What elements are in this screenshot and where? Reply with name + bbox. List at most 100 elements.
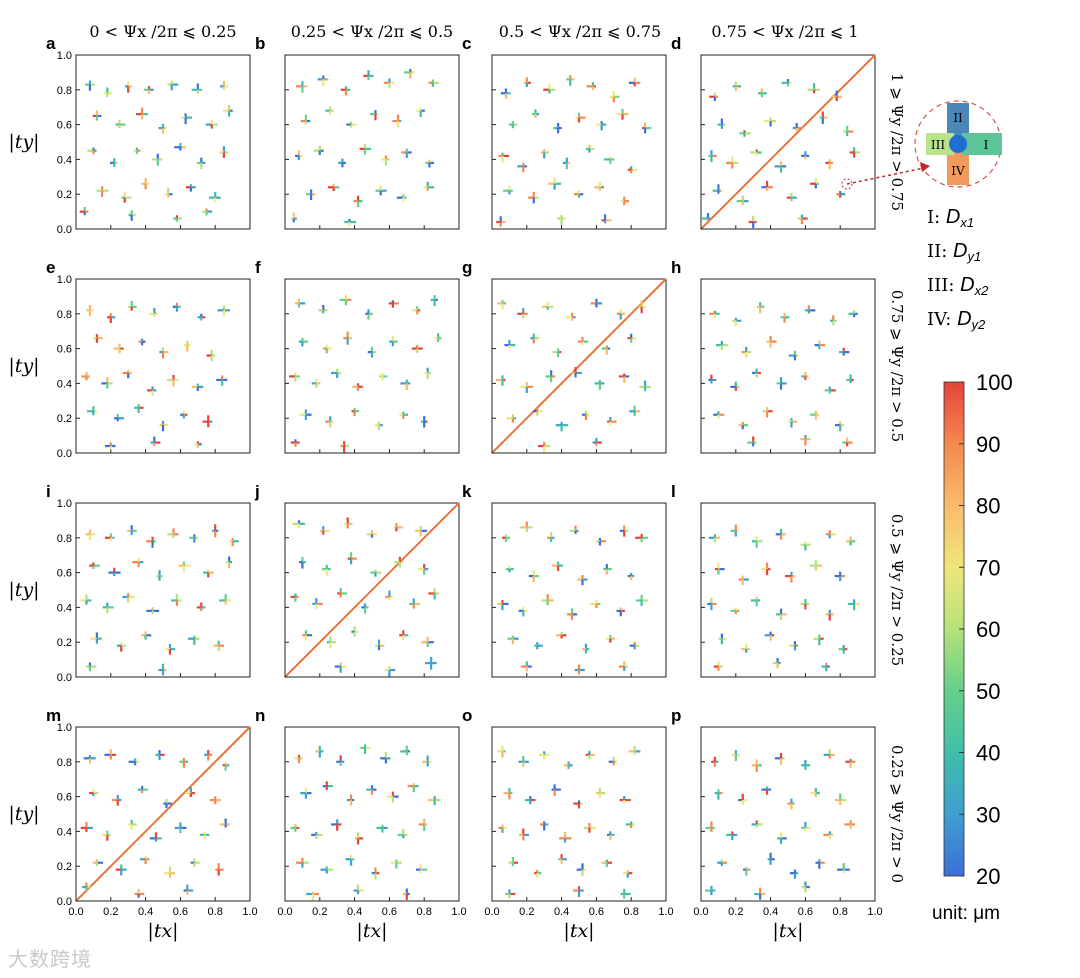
- data-point: [772, 658, 781, 669]
- data-point: [428, 79, 440, 87]
- y-axis-label: |ty|: [8, 131, 39, 153]
- plot-frame: [491, 502, 667, 678]
- data-point: [539, 751, 550, 760]
- data-point: [533, 407, 543, 416]
- data-point: [518, 606, 528, 617]
- data-point: [191, 383, 204, 391]
- data-point: [359, 144, 371, 155]
- data-point: [767, 852, 775, 865]
- data-point: [849, 147, 861, 158]
- data-point: [164, 187, 173, 198]
- data-point: [384, 666, 396, 677]
- data-point: [322, 565, 331, 576]
- data-point: [196, 157, 206, 170]
- data-point: [312, 598, 323, 609]
- panel-letter: d: [671, 34, 681, 53]
- data-point: [775, 528, 786, 540]
- data-point: [743, 866, 751, 876]
- data-point: [134, 888, 145, 898]
- data-point: [616, 108, 629, 120]
- data-point: [800, 435, 811, 446]
- data-point: [113, 343, 124, 354]
- x-tick-label: 0.0: [277, 906, 292, 918]
- data-point: [609, 90, 620, 103]
- data-point: [390, 859, 402, 869]
- data-point: [385, 590, 393, 601]
- data-point: [422, 755, 432, 767]
- panel-b: b: [255, 34, 460, 230]
- data-point: [586, 82, 596, 91]
- data-point: [548, 177, 561, 190]
- data-point: [174, 822, 187, 834]
- data-point: [108, 567, 121, 576]
- data-point: [569, 525, 579, 534]
- panel-n: n 0.0 0.2 0.4 0.6 0.8 1.0 |tx|: [255, 706, 467, 942]
- data-point: [370, 569, 382, 577]
- data-point: [732, 81, 742, 92]
- data-point: [346, 794, 355, 806]
- data-point: [761, 180, 773, 192]
- data-point: [167, 374, 179, 387]
- data-point: [361, 603, 369, 614]
- data-point: [596, 121, 607, 131]
- data-point: [842, 437, 853, 447]
- data-point: [594, 181, 604, 191]
- data-point: [780, 312, 790, 323]
- data-point: [553, 122, 562, 134]
- data-point: [708, 374, 717, 384]
- data-point: [394, 556, 404, 568]
- data-point: [497, 600, 509, 611]
- colorbar-tick-label: 90: [976, 432, 1000, 457]
- plot-frame: [491, 54, 667, 230]
- data-point: [627, 572, 635, 580]
- data-point: [415, 863, 428, 874]
- data-point: [213, 640, 225, 652]
- data-point: [638, 300, 646, 314]
- data-point: [353, 884, 365, 895]
- data-point: [761, 562, 771, 576]
- data-point: [577, 336, 589, 345]
- panel-letter: b: [255, 34, 265, 53]
- data-point: [294, 298, 306, 308]
- panel-o: o 0.0 0.2 0.4 0.6 0.8 1.0 |tx|: [462, 706, 674, 942]
- data-point: [311, 378, 321, 388]
- colorbar: 20 30 40 50 60 70 80 90 100 unit: μm: [932, 370, 1013, 924]
- data-point: [601, 345, 611, 355]
- data-point: [83, 755, 96, 764]
- data-point: [93, 334, 103, 343]
- data-point: [407, 783, 419, 793]
- data-point: [204, 749, 213, 761]
- data-point: [533, 642, 543, 650]
- col-header-3: 0.5 < Ψx /2π ⩽ 0.75: [499, 22, 661, 41]
- data-point: [555, 421, 568, 432]
- data-point: [566, 312, 576, 321]
- data-point: [825, 159, 833, 170]
- arm-IV: [947, 147, 969, 185]
- panel-letter: l: [671, 482, 676, 501]
- data-point: [300, 114, 311, 125]
- data-point: [764, 631, 775, 641]
- data-point: [519, 828, 529, 841]
- y-tick-label: 1.0: [57, 50, 72, 62]
- data-point: [212, 524, 219, 538]
- data-point: [325, 416, 334, 428]
- y-tick-label: 0.0: [57, 448, 72, 460]
- data-point: [289, 372, 300, 382]
- data-point: [343, 331, 353, 345]
- data-point: [738, 793, 748, 805]
- data-point: [383, 78, 395, 88]
- data-point: [179, 757, 189, 768]
- data-point: [334, 662, 347, 673]
- colorbar-tick-label: 70: [976, 555, 1000, 580]
- data-point: [89, 562, 100, 570]
- data-point: [718, 633, 727, 645]
- data-point: [104, 749, 116, 760]
- data-point: [354, 832, 364, 845]
- data-point: [642, 122, 652, 134]
- data-point: [85, 662, 97, 672]
- panel-j: j: [254, 482, 460, 678]
- data-point: [707, 597, 717, 611]
- data-point: [751, 759, 762, 772]
- data-point: [311, 831, 323, 840]
- data-point: [497, 745, 506, 758]
